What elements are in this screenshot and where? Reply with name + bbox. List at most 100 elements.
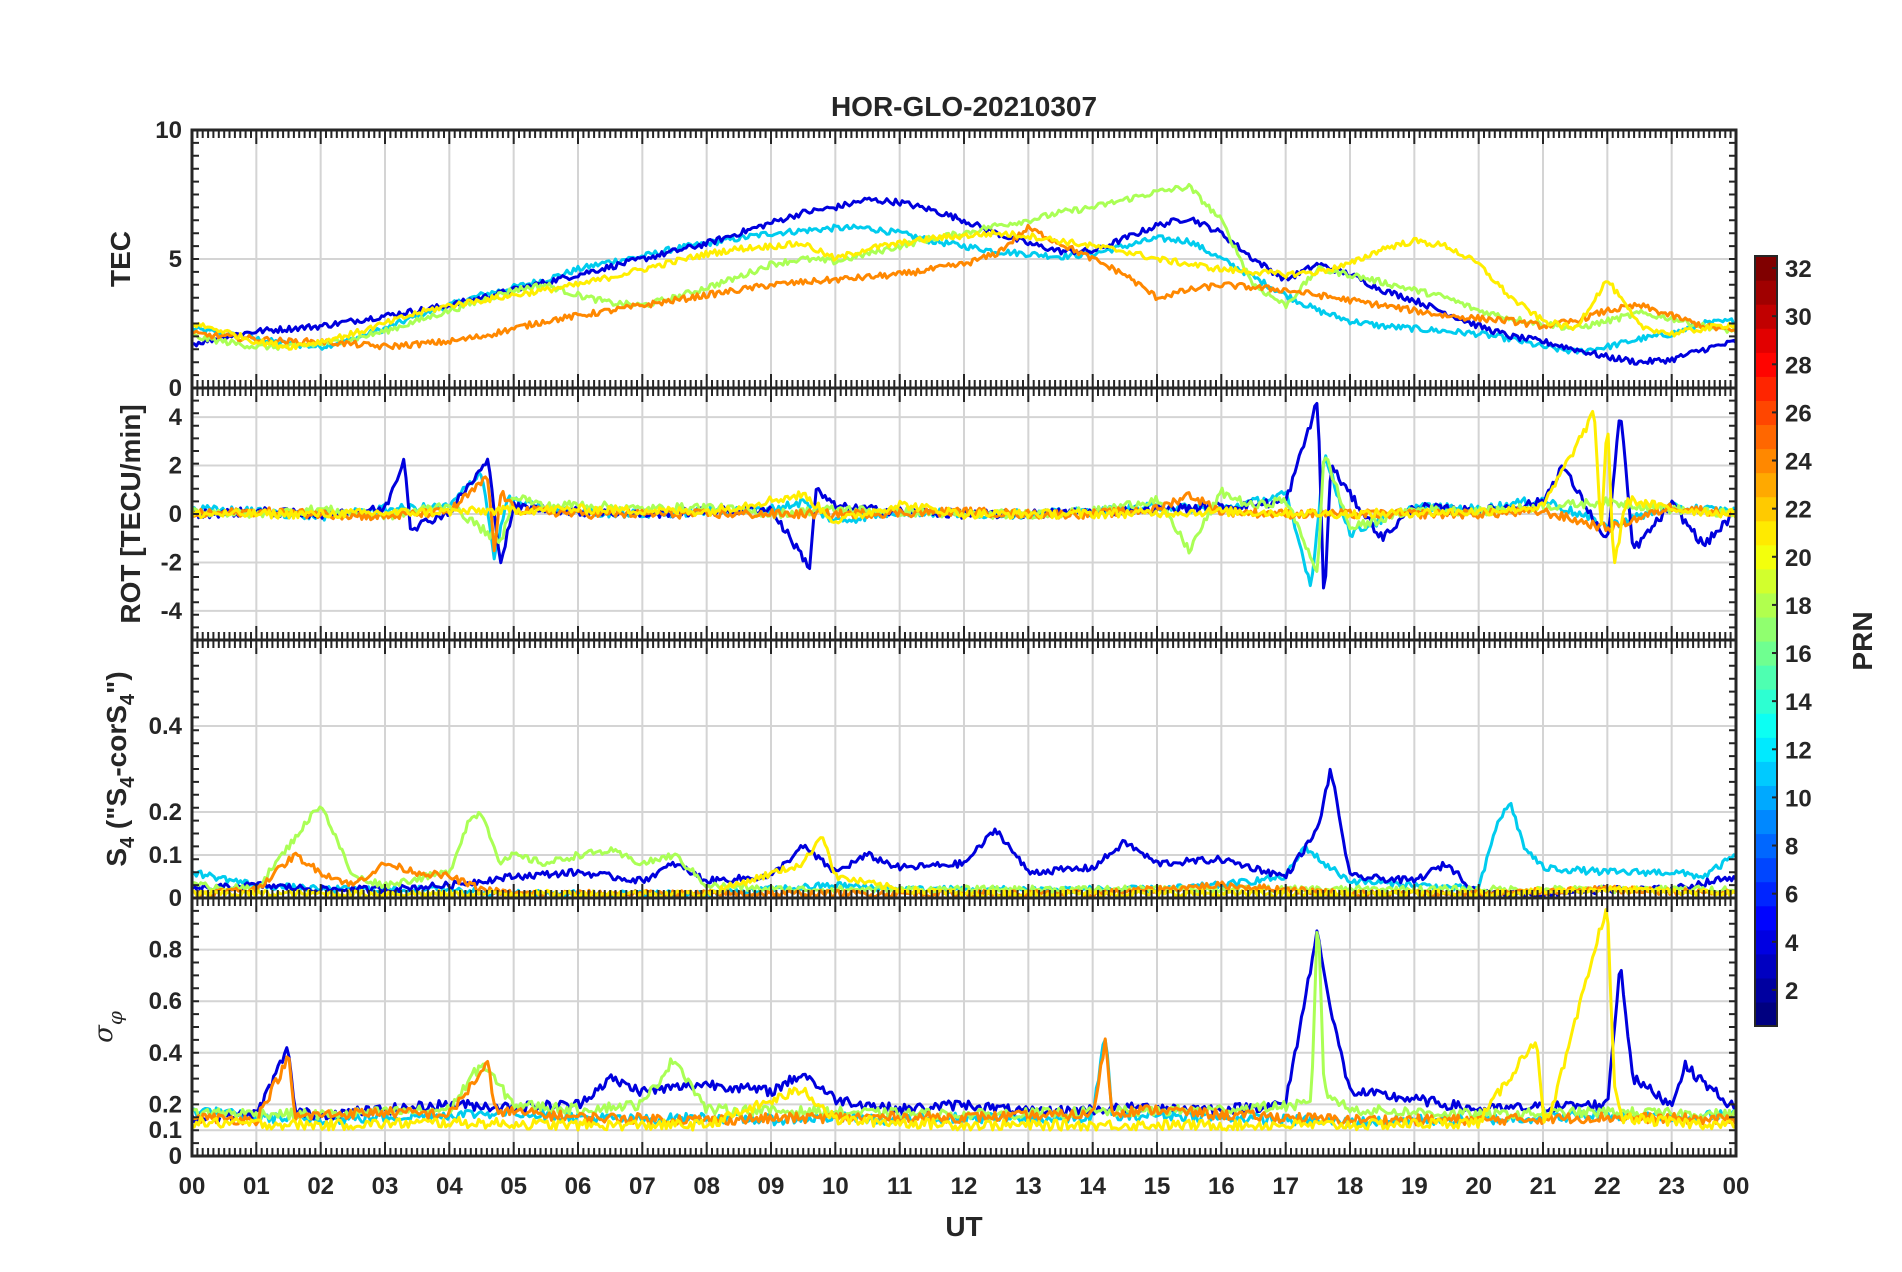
colorbar-cell <box>1755 568 1777 594</box>
colorbar-tick-label: 18 <box>1785 593 1812 620</box>
panel-tec: 0 5 10 TEC <box>105 117 1738 402</box>
colorbar-cell <box>1755 592 1777 618</box>
x-tick-labels: 00 01 02 03 04 05 06 07 08 09 10 11 12 13 14 15 16 17 18 19… <box>179 1173 1750 1200</box>
y-tick-label: 10 <box>155 117 182 144</box>
colorbar-cell <box>1755 304 1777 329</box>
colorbar-cell <box>1755 713 1777 738</box>
x-tick-label: 23 <box>1658 1173 1685 1200</box>
minor-tick <box>191 640 1737 898</box>
colorbar-cell <box>1755 833 1777 859</box>
colorbar-cell <box>1755 616 1777 642</box>
colorbar-label: PRN <box>1847 611 1878 670</box>
colorbar-cell <box>1755 448 1777 474</box>
x-tick-label: 04 <box>436 1173 463 1200</box>
panel-s4: 0 0.1 0.2 0.4 S4 ("S4-corS4") <box>101 638 1738 912</box>
y-tick-label: 0.6 <box>149 988 182 1015</box>
colorbar-cell <box>1755 280 1777 305</box>
chart-title: HOR-GLO-20210307 <box>831 91 1097 122</box>
colorbar-cell <box>1755 953 1777 979</box>
x-tick-label: 05 <box>500 1173 527 1200</box>
colorbar-tick-label: 28 <box>1785 352 1812 379</box>
x-tick-label: 16 <box>1208 1173 1235 1200</box>
colorbar-cell <box>1755 256 1777 281</box>
colorbar-cell <box>1755 761 1777 786</box>
y-tick-label: 0.4 <box>149 1040 183 1067</box>
series-line <box>192 908 1736 1132</box>
colorbar-cell <box>1755 520 1777 546</box>
colorbar-frame <box>1754 255 1778 1027</box>
colorbar-cell <box>1755 785 1777 811</box>
colorbar-tick-label: 22 <box>1785 497 1812 524</box>
tec-ylabel: TEC <box>105 231 136 287</box>
series-line <box>192 182 1736 351</box>
y-tick-label: 4 <box>169 404 183 431</box>
colorbar-cell <box>1755 496 1777 522</box>
y-tick-label: 2 <box>169 453 182 480</box>
x-tick-label: 06 <box>565 1173 592 1200</box>
s4-minor-ticks <box>191 639 1737 899</box>
x-axis-label: UT <box>945 1211 982 1242</box>
colorbar-tick-label: 12 <box>1785 737 1812 764</box>
y-tick-label: 0.1 <box>149 1117 182 1144</box>
tec-series <box>192 182 1736 366</box>
panel-sigma-phi: 00.10.2 0.4 0.6 0.8 σφ <box>89 896 1738 1170</box>
x-tick-label: 15 <box>1144 1173 1171 1200</box>
colorbar-tick-label: 2 <box>1785 978 1798 1005</box>
x-tick-label: 14 <box>1079 1173 1106 1200</box>
minor-tick <box>192 129 1736 389</box>
x-tick-label: 11 <box>887 1173 912 1200</box>
x-tick-label: 22 <box>1594 1173 1621 1200</box>
colorbar-cell <box>1755 905 1777 931</box>
sigma-series <box>192 908 1736 1132</box>
colorbar-cell <box>1755 352 1777 377</box>
colorbar-tick-label: 26 <box>1785 400 1812 427</box>
x-tick-label: 19 <box>1401 1173 1428 1200</box>
x-tick-label: 01 <box>243 1173 270 1200</box>
colorbar-tick-label: 32 <box>1785 256 1812 283</box>
colorbar-cell <box>1755 1001 1777 1027</box>
y-tick-label: 0 <box>169 501 182 528</box>
minor-tick <box>192 897 1736 1157</box>
colorbar-cell <box>1755 689 1777 714</box>
sigma-yticks: 00.10.2 0.4 0.6 0.8 <box>149 937 183 1170</box>
minor-tick <box>191 898 1737 1156</box>
y-tick-label: 0 <box>169 1143 182 1170</box>
colorbar-tick-label: 14 <box>1785 689 1812 716</box>
s4-grid <box>191 640 1737 899</box>
y-tick-label: 0.4 <box>149 713 183 740</box>
colorbar-cell <box>1755 665 1777 690</box>
colorbar-tick-label: 24 <box>1785 449 1812 476</box>
y-tick-label: 0 <box>169 885 182 912</box>
colorbar-cell <box>1755 328 1777 353</box>
tec-minor-ticks <box>191 129 1737 389</box>
sigma-minor-ticks <box>191 897 1737 1157</box>
rot-yticks: -4 -2 0 2 4 <box>161 404 183 625</box>
colorbar-cell <box>1755 857 1777 883</box>
colorbar-cell <box>1755 400 1777 426</box>
s4-yticks: 0 0.1 0.2 0.4 <box>149 713 183 912</box>
x-tick-label: 17 <box>1272 1173 1299 1200</box>
series-line <box>192 409 1736 565</box>
x-tick-label: 02 <box>307 1173 334 1200</box>
series-line <box>192 223 1736 351</box>
rot-series <box>192 401 1736 590</box>
x-tick-label: 12 <box>951 1173 978 1200</box>
x-tick-label: 08 <box>693 1173 720 1200</box>
sigma-ylabel: σφ <box>89 1011 127 1043</box>
colorbar-cell <box>1755 809 1777 835</box>
rot-ylabel: ROT [TECU/min] <box>115 404 146 623</box>
y-tick-label: 0.2 <box>149 1091 182 1118</box>
y-tick-label: 0.1 <box>149 842 182 869</box>
minor-tick <box>191 388 1737 640</box>
x-tick-label: 21 <box>1530 1173 1557 1200</box>
x-tick-label: 13 <box>1015 1173 1042 1200</box>
colorbar-cell <box>1755 424 1777 450</box>
series-line <box>192 229 1736 351</box>
tec-yticks: 0 5 10 <box>155 117 182 402</box>
y-tick-label: -4 <box>161 598 183 625</box>
minor-tick <box>192 639 1736 899</box>
colorbar-cell <box>1755 881 1777 907</box>
panel-rot: -4 -2 0 2 4 ROT [TECU/min] <box>115 386 1738 642</box>
y-tick-label: 0 <box>169 375 182 402</box>
